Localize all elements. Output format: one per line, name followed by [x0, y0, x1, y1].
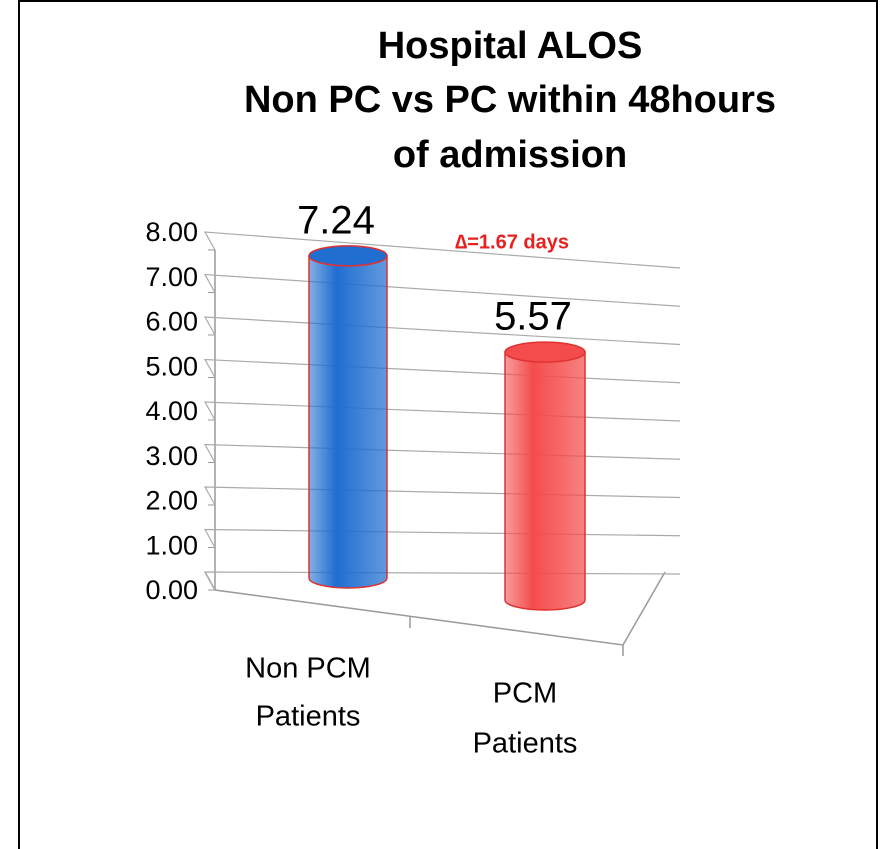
- y-tick-label: 2.00: [145, 486, 198, 516]
- y-tick-label: 6.00: [145, 307, 198, 337]
- frame: [18, 0, 878, 849]
- y-tick-label: 5.00: [145, 351, 198, 381]
- chart-title: of admission: [393, 134, 627, 176]
- annotation: ∆=1.67 days: [455, 231, 569, 253]
- y-tick-label: 8.00: [145, 217, 198, 247]
- value-label: 7.24: [297, 198, 375, 242]
- grid-line: [203, 273, 681, 307]
- x-tick-label: Patients: [473, 728, 578, 760]
- chart-title: Non PC vs PC within 48hours: [244, 79, 776, 121]
- bar-body: [504, 351, 586, 611]
- grid-line: [203, 316, 681, 346]
- bar: [308, 245, 388, 589]
- value-label: 5.57: [494, 295, 572, 339]
- x-tick-label: PCM: [493, 678, 557, 710]
- y-tick-label: 1.00: [145, 530, 198, 560]
- bar-body: [308, 255, 388, 589]
- bar-top: [308, 245, 388, 267]
- y-tick-label: 7.00: [145, 262, 198, 292]
- chart-title: Hospital ALOS: [378, 25, 643, 67]
- bar: [504, 341, 586, 611]
- x-tick-label: Non PCM: [245, 653, 371, 685]
- grid-line: [203, 231, 681, 269]
- y-tick-label: 0.00: [145, 575, 198, 605]
- x-tick-label: Patients: [256, 701, 361, 733]
- y-tick-label: 3.00: [145, 441, 198, 471]
- bar-top: [504, 341, 586, 363]
- y-tick-label: 4.00: [145, 396, 198, 426]
